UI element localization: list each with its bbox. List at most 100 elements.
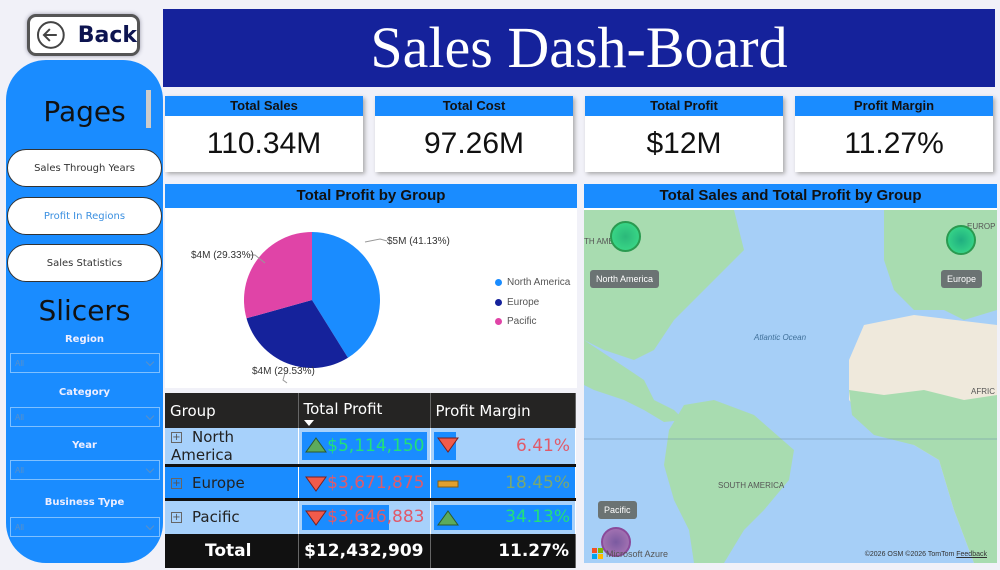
legend-dot: [495, 318, 502, 325]
profit-value: $5,114,150: [327, 436, 425, 456]
profit-data-bar: [301, 432, 427, 460]
group-cell: + North America: [165, 428, 299, 466]
kpi-label: Total Profit: [585, 96, 783, 116]
leader-line: [282, 372, 288, 384]
profit-cell: $3,671,875: [298, 465, 431, 500]
legend-europe[interactable]: Europe: [495, 297, 539, 308]
attribution: ©2026 OSM ©2026 TomTom Feedback: [865, 551, 987, 558]
kpi-value: 11.27%: [844, 127, 944, 160]
kpi-label: Profit Margin: [795, 96, 993, 116]
header-label: Total Profit: [303, 400, 383, 418]
kpi-label: Total Sales: [165, 96, 363, 116]
expand-icon[interactable]: +: [171, 512, 182, 524]
brand-text: Microsoft Azure: [606, 548, 669, 559]
pie-title: Total Profit by Group: [165, 184, 577, 208]
table-row[interactable]: + Pacific $3,646,883 34.13%: [165, 499, 576, 534]
kpi-total-cost: Total Cost 97.26M: [375, 96, 573, 172]
expand-icon[interactable]: +: [171, 432, 182, 443]
feedback-link[interactable]: Feedback: [956, 551, 987, 558]
scrollbar[interactable]: [146, 90, 151, 128]
category-label: Category: [58, 387, 111, 398]
sort-desc-icon: [303, 420, 314, 426]
group-cell: + Europe: [165, 465, 299, 500]
expand-icon[interactable]: +: [171, 477, 182, 489]
total-label: Total: [165, 533, 299, 568]
map-label-pacific: Pacific: [598, 501, 637, 519]
category-dropdown[interactable]: All: [10, 407, 160, 427]
azure-logo: Microsoft Azure: [592, 548, 668, 559]
total-margin: 11.27%: [430, 533, 576, 568]
margin-value: 6.41%: [515, 436, 570, 456]
table-row[interactable]: + Europe $3,671,875 18.45%: [165, 465, 576, 500]
bubble-europe[interactable]: [946, 225, 976, 255]
microsoft-logo-icon: [592, 548, 603, 559]
group-name: North America: [171, 428, 234, 464]
ocean-label: Atlantic Ocean: [754, 333, 807, 342]
kpi-total-profit: Total Profit $12M: [585, 96, 783, 172]
pie-slice-pacific[interactable]: [244, 232, 312, 319]
map-panel: Total Sales and Total Profit by Group At…: [584, 184, 997, 563]
pie-slice-north-america[interactable]: [312, 232, 380, 358]
year-label: Year: [72, 440, 97, 451]
back-label: Back: [77, 22, 137, 48]
profit-cell: $5,114,150: [298, 428, 431, 466]
header-group[interactable]: Group: [165, 393, 299, 428]
page-title: Sales Dash-Board: [163, 9, 995, 87]
table-row[interactable]: + North America $5,114,150 6.41%: [165, 428, 576, 466]
pie-label-north-america: $5M (41.13%): [387, 236, 450, 247]
legend-dot: [495, 299, 502, 306]
year-dropdown[interactable]: All: [10, 460, 160, 480]
pie-panel: Total Profit by Group $5M (41.13%) $4M (…: [165, 184, 577, 388]
attribution-text: ©2026 OSM ©2026 TomTom: [864, 551, 955, 558]
bubble-pacific[interactable]: [601, 527, 631, 557]
pages-title: Pages: [43, 95, 126, 128]
pie-slice-europe[interactable]: [246, 300, 348, 368]
margin-value: 18.45%: [505, 472, 570, 493]
legend-pacific[interactable]: Pacific: [495, 316, 536, 327]
margin-cell: 18.45%: [430, 465, 576, 500]
profit-table: Group Total Profit Profit Margin + North …: [165, 393, 576, 568]
margin-value: 34.13%: [505, 507, 570, 528]
kpi-value: $12M: [646, 127, 722, 160]
leader-line: [364, 238, 388, 243]
pie-label-europe: $4M (29.53%): [252, 366, 315, 377]
profit-value: $3,671,875: [327, 472, 425, 493]
profit-value: $3,646,883: [327, 507, 425, 528]
leader-line: [249, 254, 266, 264]
trend-flat-icon: [437, 476, 459, 497]
legend-label: Europe: [507, 297, 540, 308]
page-sales-through-years[interactable]: Sales Through Years: [7, 149, 162, 187]
pie-label-pacific: $4M (29.33%): [191, 250, 254, 261]
business-type-dropdown[interactable]: All: [10, 517, 160, 537]
page-sales-statistics[interactable]: Sales Statistics: [7, 244, 162, 282]
margin-cell: 6.41%: [430, 428, 576, 466]
kpi-label: Total Cost: [375, 96, 573, 116]
slicers-title: Slicers: [38, 294, 131, 327]
trend-up-icon: [436, 510, 459, 531]
page-profit-in-regions[interactable]: Profit In Regions: [7, 197, 162, 235]
legend-label: Pacific: [507, 316, 537, 327]
header-total-profit[interactable]: Total Profit: [298, 393, 431, 428]
margin-cell: 34.13%: [430, 499, 576, 534]
bubble-north-america[interactable]: [610, 221, 641, 252]
arrow-left-circle-icon: [36, 21, 65, 49]
map[interactable]: [584, 210, 997, 563]
header-profit-margin[interactable]: Profit Margin: [430, 393, 576, 428]
map-label-north-america: North America: [590, 270, 660, 288]
region-dropdown[interactable]: All: [10, 353, 160, 373]
kpi-profit-margin: Profit Margin 11.27%: [795, 96, 993, 172]
business-type-label: Business Type: [44, 497, 125, 508]
continent-label: EUROP: [967, 222, 996, 231]
continent-label: AFRIC: [971, 387, 995, 396]
map-label-europe: Europe: [941, 270, 983, 288]
map-title: Total Sales and Total Profit by Group: [584, 184, 997, 208]
legend-north-america[interactable]: North America: [495, 277, 570, 288]
group-name: Europe: [192, 473, 245, 492]
group-name: Pacific: [192, 508, 240, 527]
profit-cell: $3,646,883: [298, 499, 431, 534]
sidebar: Pages Sales Through Years Profit In Regi…: [6, 60, 163, 563]
legend-label: North America: [507, 277, 571, 288]
margin-data-bar: [433, 471, 506, 494]
kpi-value: 110.34M: [206, 127, 322, 160]
back-button[interactable]: Back: [27, 14, 140, 56]
